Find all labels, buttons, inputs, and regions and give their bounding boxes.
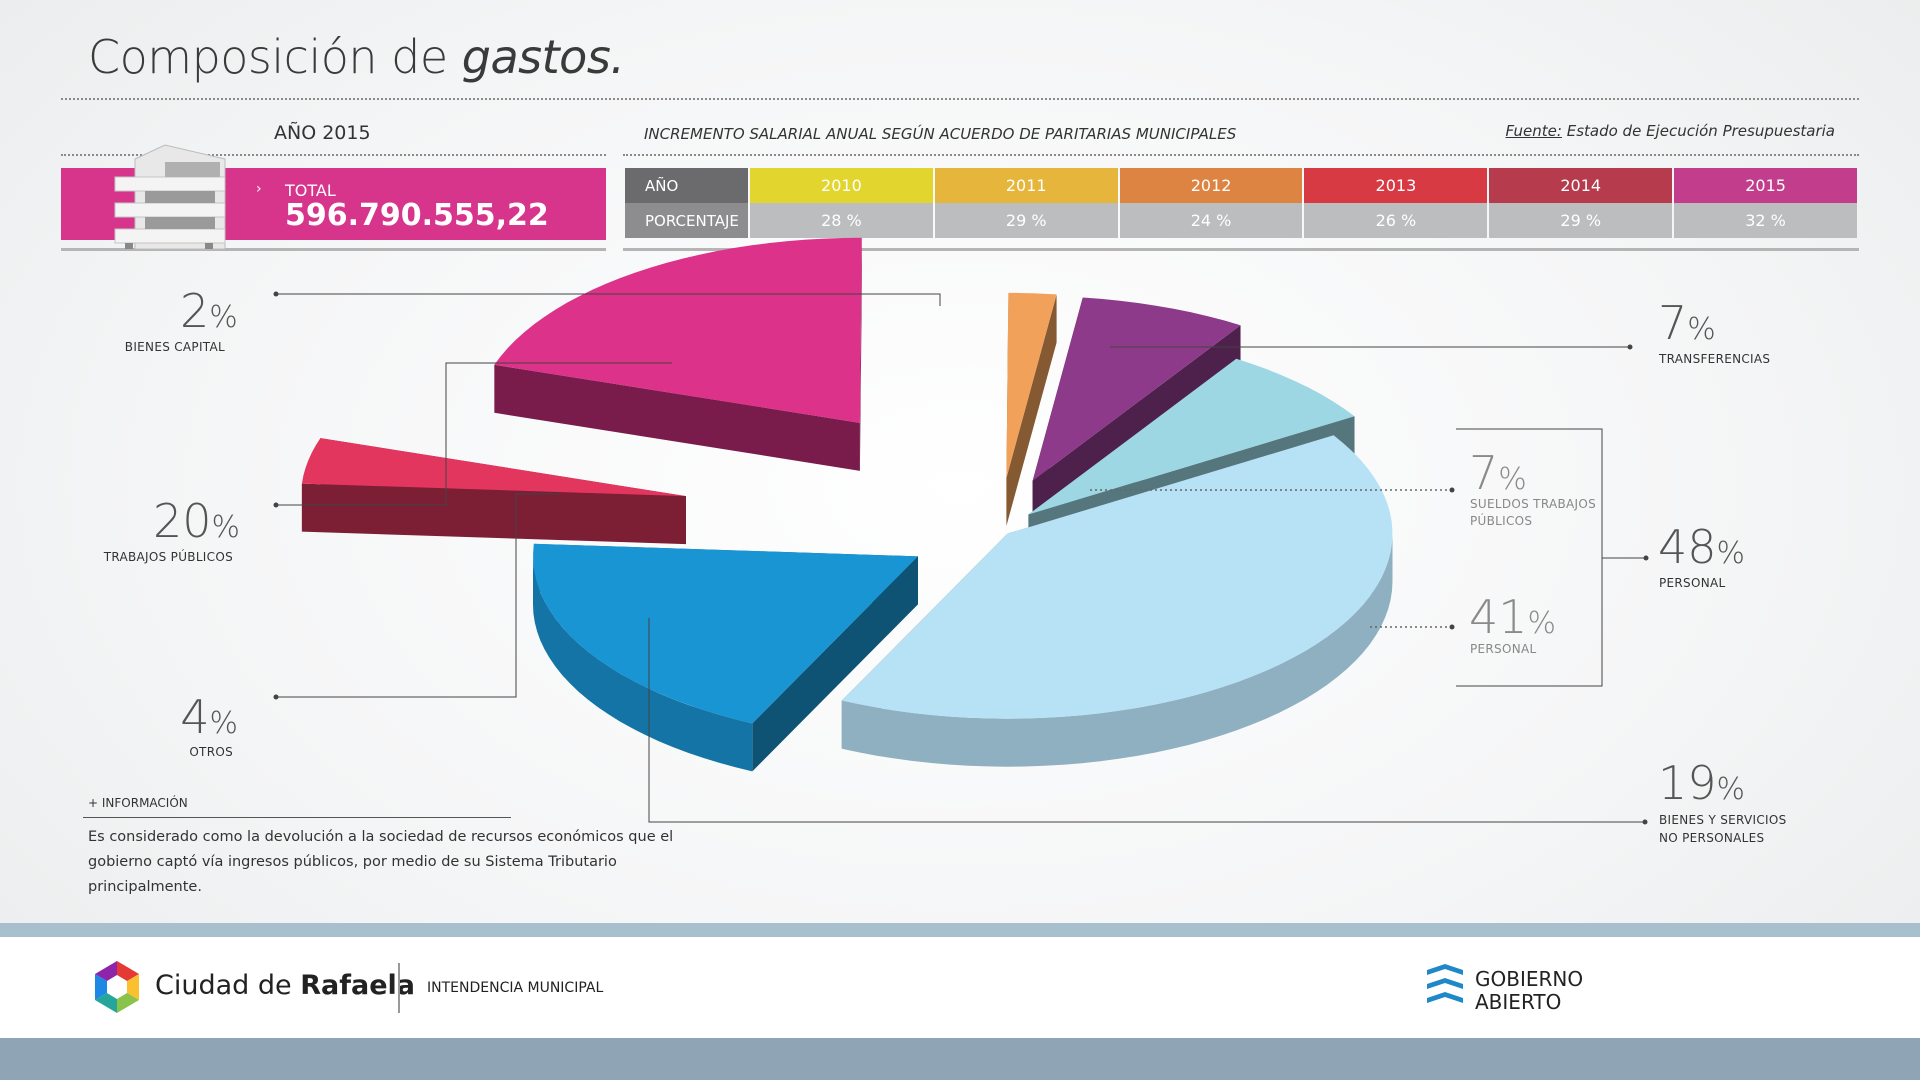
increment-label: INCREMENTO SALARIAL ANUAL SEGÚN ACUERDO … (644, 125, 1237, 143)
gobierno-abierto-icon (1427, 964, 1463, 1003)
year-cell: 2013 (1304, 168, 1488, 203)
title-divider (61, 98, 1859, 100)
footer (0, 937, 1920, 1038)
percent-cell: 32 % (1674, 203, 1857, 238)
right-divider (623, 154, 1859, 156)
leader-trabajos-publicos (276, 362, 672, 506)
pie-slice-top (1006, 292, 1057, 478)
leader-dot (273, 291, 279, 297)
label-transferencias-value: 7% (1658, 296, 1716, 350)
label-personal-caption: PERSONAL (1659, 576, 1726, 590)
salary-table-percent-row: PORCENTAJE 28 % 29 % 24 % 26 % 29 % 32 % (625, 203, 1857, 238)
footer-bottom-band (0, 1038, 1920, 1080)
label-otros-value: 4% (180, 690, 238, 744)
percent-cell: 26 % (1304, 203, 1488, 238)
leader-dot (1449, 487, 1455, 493)
label-personal-sub-caption: PERSONAL (1470, 642, 1537, 656)
info-text: Es considerado como la devolución a la s… (88, 829, 674, 895)
leader-dot (1627, 344, 1633, 350)
rafaela-logo-icon (95, 961, 139, 1013)
city-name: Ciudad de Rafaela (155, 970, 415, 1001)
percent-cell: 28 % (750, 203, 933, 238)
label-bienes-servicios-value: 19% (1658, 756, 1746, 810)
pie-slice-wall (494, 364, 860, 471)
footer-band (0, 923, 1920, 937)
label-sueldos-caption: SUELDOS TRABAJOS PÚBLICOS (1470, 497, 1597, 528)
pie-slice-rim (841, 533, 1393, 767)
total-value: 596.790.555,22 (285, 198, 549, 233)
pie-slice-top (494, 237, 862, 423)
year-cell: 2011 (934, 168, 1118, 203)
year-cell: 2015 (1674, 168, 1857, 203)
page-title: Composición de gastos. (88, 30, 625, 84)
percent-cell: 29 % (934, 203, 1118, 238)
percent-cell: 24 % (1119, 203, 1303, 238)
label-personal-sub-value: 41% (1469, 590, 1557, 644)
building-icon (114, 144, 226, 250)
percent-cell: 29 % (1489, 203, 1673, 238)
pie-slice (841, 435, 1393, 767)
left-divider (61, 154, 606, 156)
year-cell: 2014 (1489, 168, 1673, 203)
pie-slice-wall (859, 237, 862, 471)
total-underline (61, 248, 606, 251)
pie-slice (1006, 292, 1057, 526)
year-cell: 2010 (750, 168, 933, 203)
pie-slice (301, 438, 686, 545)
pie-slice-rim (533, 556, 753, 772)
leader-bienes-capital (276, 293, 941, 306)
gobierno-abierto-label: GOBIERNO ABIERTO (1475, 967, 1584, 1014)
pie-slice-top (533, 543, 918, 724)
intendencia-label: INTENDENCIA MUNICIPAL (427, 980, 604, 996)
label-otros-caption: OTROS (189, 745, 233, 759)
chevron-right-icon: › (256, 181, 262, 197)
year-cell: 2012 (1119, 168, 1303, 203)
total-label: TOTAL (285, 181, 336, 200)
pie-slice-wall (752, 556, 918, 772)
leader-otros (276, 493, 560, 698)
info-link[interactable]: + INFORMACIÓN (88, 796, 188, 810)
label-bienes-servicios-caption: BIENES Y SERVICIOS NO PERSONALES (1659, 813, 1787, 845)
leader-dot (273, 502, 279, 508)
label-sueldos-value: 7% (1469, 446, 1527, 500)
pie-slice-top (1032, 297, 1241, 481)
pie-slice (533, 543, 918, 772)
pie-slice-top (301, 438, 686, 497)
pie-slice-top (1028, 358, 1355, 515)
leader-dot (273, 694, 279, 700)
leader-dot (1643, 555, 1649, 561)
label-transferencias-caption: TRANSFERENCIAS (1659, 352, 1771, 366)
pie-slice-wall (1006, 294, 1057, 526)
label-bienes-capital-caption: BIENES CAPITAL (124, 340, 225, 354)
row-label-year: AÑO (625, 168, 748, 203)
leader-dot (1449, 624, 1455, 630)
pie-slice (494, 237, 862, 471)
info-divider (83, 817, 511, 818)
table-underline (623, 248, 1859, 251)
label-bienes-capital-value: 2% (180, 284, 238, 338)
label-trabajos-publicos-caption: TRABAJOS PÚBLICOS (103, 550, 233, 564)
row-label-percent: PORCENTAJE (625, 203, 748, 238)
salary-table-year-row: AÑO 2010 2011 2012 2013 2014 2015 (625, 168, 1857, 203)
label-trabajos-publicos-value: 20% (152, 494, 240, 548)
label-personal-value: 48% (1658, 520, 1746, 574)
year-label: AÑO 2015 (274, 122, 371, 144)
salary-table: AÑO 2010 2011 2012 2013 2014 2015 PORCEN… (623, 168, 1859, 238)
footer-separator (398, 963, 400, 1013)
leader-bienes-servicios (648, 618, 1645, 823)
pie-slice-top (841, 435, 1393, 719)
source-label: Fuente: Estado de Ejecución Presupuestar… (1505, 122, 1836, 140)
leader-dot (1642, 819, 1648, 825)
